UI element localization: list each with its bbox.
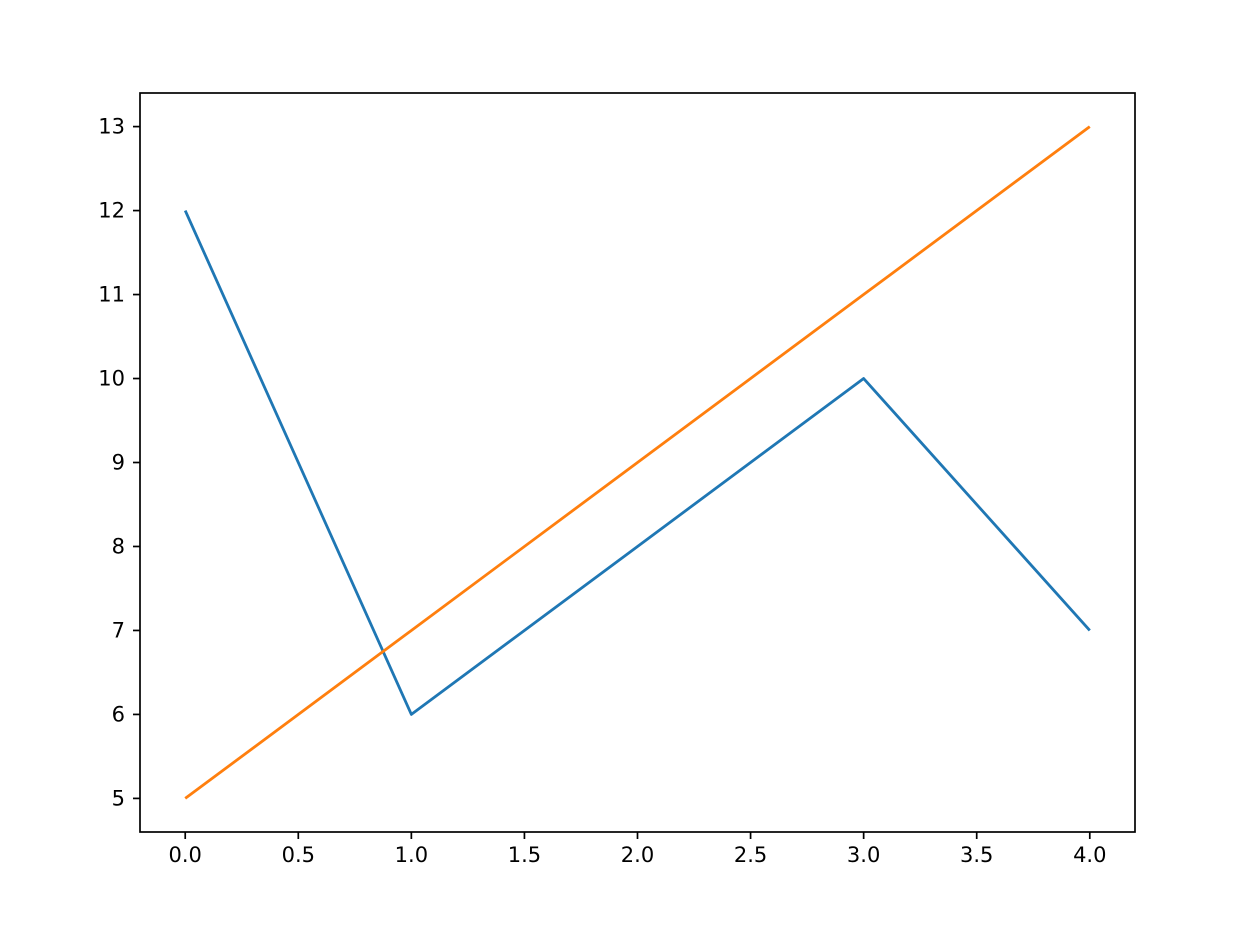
series-line-orange-series [184, 125, 1091, 800]
x-tick-label: 0.5 [282, 843, 315, 867]
y-tick-label: 6 [112, 702, 125, 726]
x-tick-label: 0.0 [169, 843, 202, 867]
x-tick-label: 1.0 [395, 843, 428, 867]
y-tick-label: 9 [112, 451, 125, 475]
x-tick-label: 4.0 [1073, 843, 1106, 867]
x-tick-label: 2.0 [621, 843, 654, 867]
x-tick-label: 1.5 [508, 843, 541, 867]
y-tick-label: 13 [98, 115, 125, 139]
y-tick-label: 11 [98, 283, 125, 307]
y-tick-label: 7 [112, 618, 125, 642]
series-line-blue-series [183, 209, 1091, 716]
y-tick-label: 10 [98, 367, 125, 391]
x-tick-label: 3.5 [960, 843, 993, 867]
y-tick-label: 5 [112, 786, 125, 810]
y-tick-label: 8 [112, 534, 125, 558]
y-tick-label: 12 [98, 199, 125, 223]
x-tick-label: 2.5 [734, 843, 767, 867]
x-tick-label: 3.0 [847, 843, 880, 867]
